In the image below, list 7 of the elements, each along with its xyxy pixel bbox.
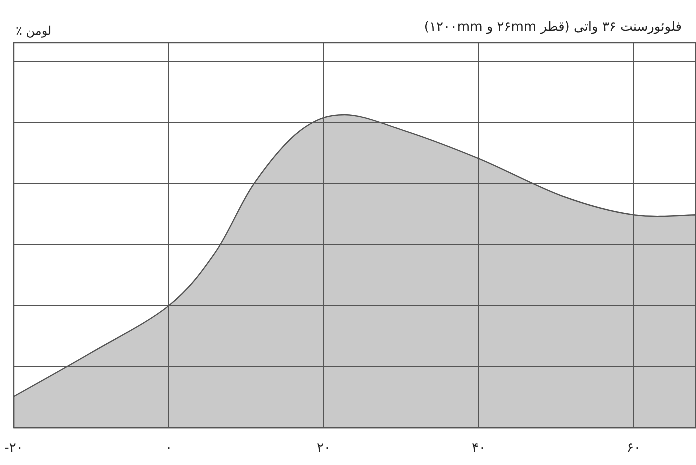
x-tick-label: -۲۰ bbox=[4, 441, 24, 456]
chart-title: فلوئورسنت ۳۶ واتی (قطر ۲۶mm و ۱۲۰۰mm) bbox=[424, 20, 682, 35]
text: لومن ٪ bbox=[16, 24, 52, 38]
x-tick-label: ۶۰ bbox=[627, 441, 641, 456]
x-tick-label: ۲۰ bbox=[317, 441, 331, 456]
x-tick-label: ۰ bbox=[166, 441, 172, 456]
x-tick-label: ۴۰ bbox=[472, 441, 486, 456]
